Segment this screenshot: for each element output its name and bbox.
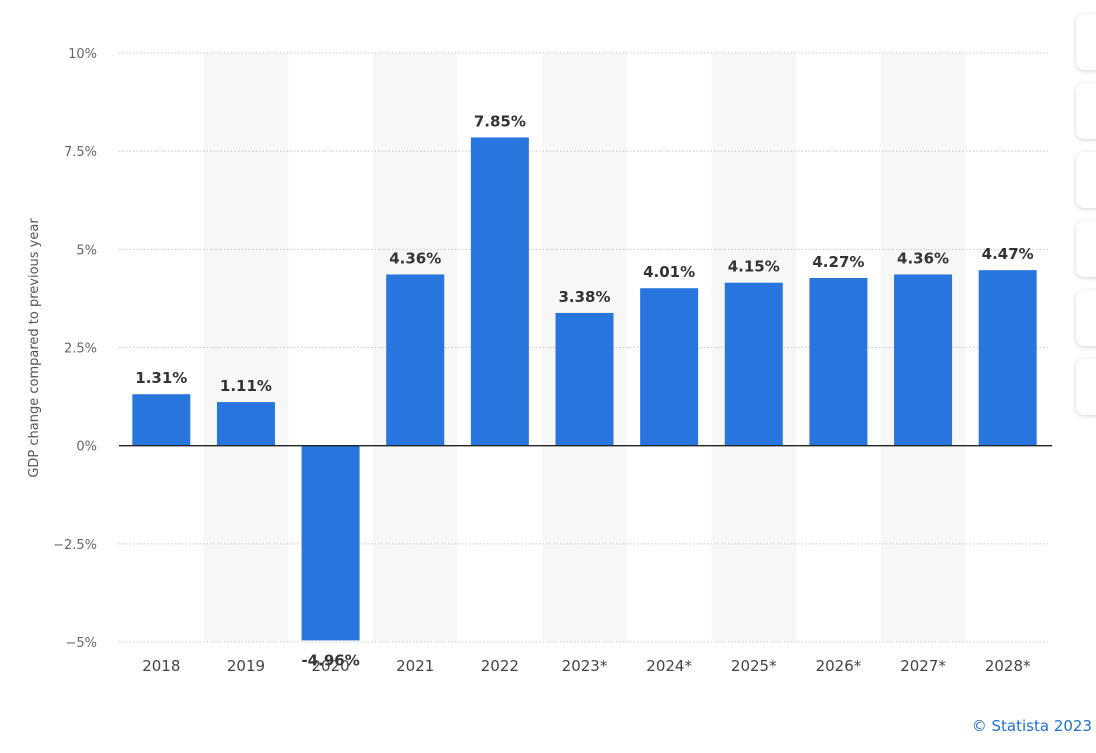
y-tick-label: 5% [76,243,97,258]
x-label-2024*: 2024* [646,657,692,675]
statista-credit[interactable]: © Statista 2023 [971,717,1092,735]
x-label-2020: 2020 [311,657,349,675]
bar-2020[interactable] [301,445,360,641]
toolbar-button-4[interactable] [1076,221,1096,277]
data-label-2020: -4.96% [301,651,359,669]
toolbar-button-3[interactable] [1076,152,1096,208]
data-label-2023*: 3.38% [558,288,610,306]
bar-2021[interactable] [386,274,445,446]
x-label-2026*: 2026* [816,657,862,675]
x-label-2022: 2022 [481,657,519,675]
gdp-bar-chart: 10% 7.5% 5% 2.5% 0% −2.5% −5% 1.31% 1.11% -4.96%… [27,47,1052,675]
x-label-2021: 2021 [396,657,434,675]
bar-2025*[interactable] [724,282,783,446]
toolbar-button-5[interactable] [1076,290,1096,346]
x-label-2025*: 2025* [731,657,777,675]
x-label-2028*: 2028* [985,657,1031,675]
y-tick-label: −2.5% [53,538,97,553]
bars [132,137,1037,641]
x-label-2023*: 2023* [562,657,608,675]
y-tick-label: 7.5% [64,145,97,160]
x-label-2019: 2019 [227,657,265,675]
y-tick-label: 2.5% [64,342,97,357]
bar-2027*[interactable] [894,274,953,446]
bar-2022[interactable] [470,137,529,446]
x-label-2018: 2018 [142,657,180,675]
data-label-2027*: 4.36% [897,249,949,267]
y-axis-title: GDP change compared to previous year [27,218,42,478]
data-label-2022: 7.85% [474,112,526,130]
bar-2028*[interactable] [978,270,1037,446]
data-label-2024*: 4.01% [643,263,695,281]
bar-2023*[interactable] [555,312,614,446]
bar-2024*[interactable] [640,288,699,446]
bar-2019[interactable] [216,402,275,446]
data-labels: 1.31% 1.11% -4.96% 4.36% 7.85% 3.38% 4.01% 4.15… [135,112,1033,669]
data-label-2019: 1.11% [220,377,272,395]
data-label-2018: 1.31% [135,369,187,387]
x-axis-labels: 2018 2019 2020 2021 2022 2023* 2024* 2025* 2026*… [142,657,1031,675]
data-label-2025*: 4.15% [728,258,780,276]
y-tick-label: 10% [68,47,97,62]
x-label-2027*: 2027* [900,657,946,675]
bar-2026*[interactable] [809,277,868,446]
data-label-2028*: 4.47% [982,245,1034,263]
toolbar-button-2[interactable] [1076,83,1096,139]
data-label-2021: 4.36% [389,249,441,267]
y-tick-label: −5% [65,636,97,651]
y-axis-ticks: 10% 7.5% 5% 2.5% 0% −2.5% −5% [53,47,97,651]
bar-2018[interactable] [132,394,191,446]
toolbar-button-1[interactable] [1076,14,1096,70]
toolbar-button-6[interactable] [1076,359,1096,415]
y-tick-label: 0% [76,440,97,455]
data-label-2026*: 4.27% [812,253,864,271]
